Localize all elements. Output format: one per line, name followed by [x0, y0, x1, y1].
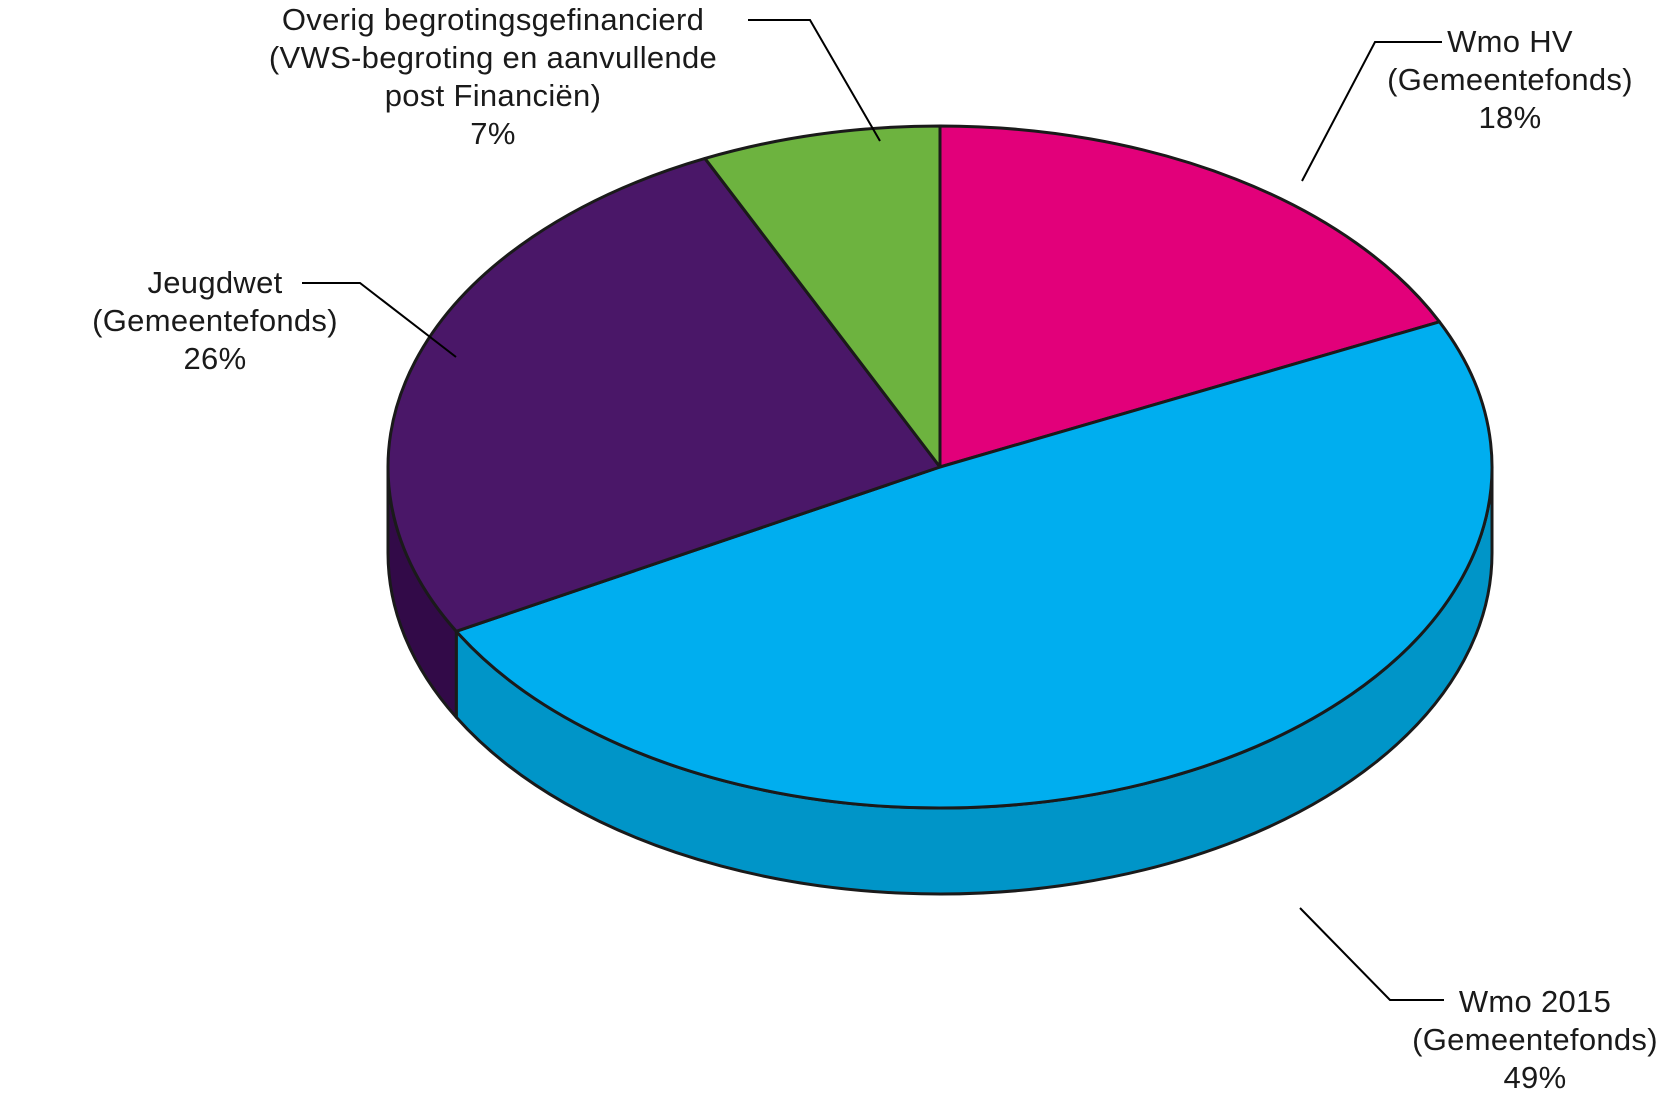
- data-label-jeugdwet: 26%: [184, 341, 247, 376]
- label-overig-line-2: (VWS-begroting en aanvullende: [269, 40, 717, 75]
- callout-wmo-2015: Wmo 2015(Gemeentefonds)49%: [1412, 984, 1658, 1095]
- label-wmo-2015-line-1: Wmo 2015: [1459, 984, 1611, 1019]
- data-label-overig: 7%: [470, 116, 515, 151]
- callout-labels: Wmo HV(Gemeentefonds)18%Wmo 2015(Gemeent…: [92, 2, 1658, 1095]
- leader-line-overig: [748, 19, 881, 142]
- label-wmo-hv-line-2: (Gemeentefonds): [1387, 62, 1633, 97]
- label-overig-line-3: post Financiën): [385, 78, 601, 113]
- callout-wmo-hv: Wmo HV(Gemeentefonds)18%: [1387, 24, 1633, 135]
- label-wmo-hv-line-1: Wmo HV: [1447, 24, 1573, 59]
- pie-slice-overig: [703, 124, 942, 469]
- pie-slices: [386, 124, 1494, 810]
- pie-slice-wmo-hv: [938, 124, 1441, 469]
- data-label-wmo-hv: 18%: [1479, 100, 1542, 135]
- pie-slice-wmo-2015: [454, 320, 1494, 810]
- pie-slice-jeugdwet: [386, 156, 942, 633]
- leader-line-wmo-hv: [1301, 41, 1442, 182]
- leader-line-jeugdwet: [302, 282, 457, 358]
- label-overig-line-1: Overig begrotingsgefinancierd: [282, 2, 704, 37]
- label-wmo-2015-line-2: (Gemeentefonds): [1412, 1022, 1658, 1057]
- callout-leaders: [302, 19, 1444, 1001]
- label-jeugdwet-line-2: (Gemeentefonds): [92, 303, 338, 338]
- callout-jeugdwet: Jeugdwet(Gemeentefonds)26%: [92, 265, 338, 376]
- callout-overig: Overig begrotingsgefinancierd(VWS-begrot…: [269, 2, 717, 151]
- leader-line-wmo-2015: [1299, 907, 1444, 1001]
- label-jeugdwet-line-1: Jeugdwet: [147, 265, 282, 300]
- data-label-wmo-2015: 49%: [1504, 1060, 1567, 1095]
